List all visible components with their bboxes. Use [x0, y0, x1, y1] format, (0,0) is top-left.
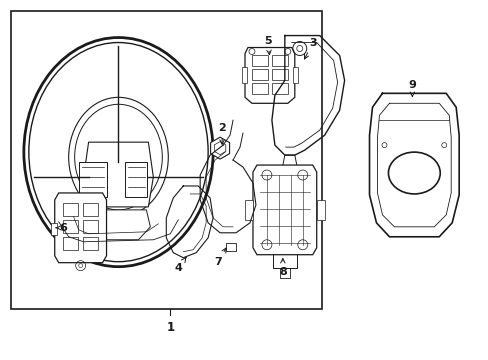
Bar [225, 243, 236, 251]
Bar [316, 200, 324, 220]
Polygon shape [244, 48, 294, 103]
Polygon shape [210, 137, 229, 159]
Bar [51, 223, 57, 235]
Text: 3: 3 [304, 37, 316, 59]
Text: 2: 2 [218, 123, 225, 144]
Bar [251, 69, 267, 80]
Bar [11, 11, 321, 310]
Bar [125, 162, 147, 197]
Text: 5: 5 [264, 36, 271, 55]
Bar [242, 67, 246, 84]
Polygon shape [252, 165, 316, 255]
Bar [82, 220, 98, 233]
Bar [271, 69, 287, 80]
Text: 7: 7 [214, 248, 225, 267]
Bar [62, 237, 78, 250]
Bar [244, 200, 252, 220]
Text: 6: 6 [56, 223, 66, 233]
Bar [82, 237, 98, 250]
Bar [271, 84, 287, 94]
Bar [62, 203, 78, 216]
Polygon shape [255, 175, 265, 187]
Text: 1: 1 [166, 321, 174, 334]
Bar [292, 67, 297, 84]
Bar [251, 55, 267, 67]
Polygon shape [86, 210, 150, 240]
Text: 4: 4 [174, 257, 186, 273]
Bar [271, 55, 287, 67]
Polygon shape [55, 193, 106, 263]
Polygon shape [281, 155, 297, 190]
Polygon shape [214, 141, 225, 155]
Text: 8: 8 [279, 258, 286, 276]
Bar [251, 84, 267, 94]
Polygon shape [83, 142, 153, 207]
Bar [79, 162, 106, 197]
Bar [82, 203, 98, 216]
Text: 9: 9 [407, 80, 415, 96]
Bar [62, 220, 78, 233]
